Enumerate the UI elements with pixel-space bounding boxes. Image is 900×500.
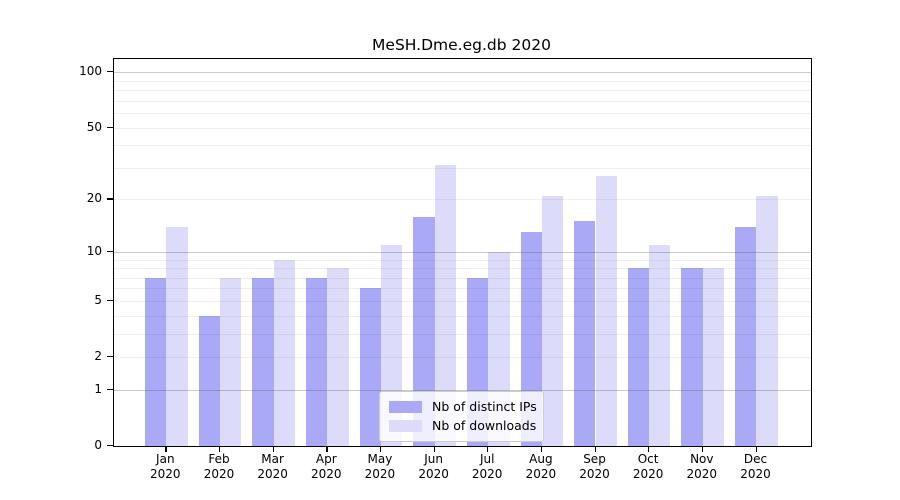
x-tick-mark-jul-2020 [487, 446, 489, 452]
minor-gridline-4 [114, 315, 811, 317]
bar-nb-of-distinct-ips-feb-2020 [198, 315, 220, 446]
legend-label-nb-of-distinct-ips: Nb of distinct IPs [432, 399, 537, 414]
minor-gridline-9 [114, 259, 811, 261]
y-tick-label-50: 50 [86, 119, 102, 134]
bar-nb-of-distinct-ips-apr-2020 [305, 277, 328, 446]
bar-nb-of-distinct-ips-nov-2020 [681, 268, 703, 446]
y-tick-mark-5 [107, 299, 113, 302]
legend: Nb of distinct IPs Nb of downloads [379, 391, 544, 442]
bar-nb-of-downloads-sep-2020 [595, 176, 617, 446]
minor-gridline-20 [114, 199, 811, 201]
bar-nb-of-downloads-oct-2020 [649, 244, 671, 446]
minor-gridline-3 [114, 333, 811, 335]
x-tick-mark-sep-2020 [594, 446, 596, 452]
major-gridline-100 [114, 72, 811, 74]
y-tick-mark-1 [107, 388, 113, 391]
x-tick-label-jul-2020: Jul 2020 [471, 452, 503, 481]
x-tick-mark-jan-2020 [165, 446, 167, 452]
minor-gridline-70 [114, 100, 811, 102]
legend-swatch-nb-of-distinct-ips [389, 400, 422, 413]
legend-label-nb-of-downloads: Nb of downloads [432, 418, 537, 433]
x-tick-label-jun-2020: Jun 2020 [418, 452, 449, 481]
x-tick-label-mar-2020: Mar 2020 [257, 452, 288, 481]
x-tick-mark-apr-2020 [326, 446, 328, 452]
x-tick-mark-oct-2020 [648, 446, 650, 452]
x-tick-label-sep-2020: Sep 2020 [579, 452, 610, 481]
bar-nb-of-downloads-mar-2020 [273, 259, 295, 446]
x-tick-label-apr-2020: Apr 2020 [311, 452, 342, 481]
x-tick-label-jan-2020: Jan 2020 [150, 452, 181, 481]
x-tick-label-nov-2020: Nov 2020 [686, 452, 718, 481]
minor-gridline-50 [114, 127, 811, 129]
y-tick-mark-100 [107, 71, 113, 73]
minor-gridline-2 [114, 357, 811, 358]
x-tick-mark-feb-2020 [219, 446, 221, 452]
y-tick-mark-20 [107, 198, 113, 200]
bar-nb-of-distinct-ips-mar-2020 [252, 277, 274, 446]
y-tick-label-20: 20 [86, 191, 102, 206]
bar-nb-of-downloads-nov-2020 [702, 268, 725, 446]
minor-gridline-7 [114, 277, 811, 279]
major-gridline-1 [114, 389, 811, 391]
y-tick-label-0: 0 [94, 438, 102, 452]
y-tick-label-10: 10 [86, 243, 102, 258]
bar-nb-of-distinct-ips-jun-2020 [413, 216, 435, 446]
bar-nb-of-distinct-ips-jan-2020 [144, 277, 167, 446]
minor-gridline-60 [114, 113, 811, 114]
bar-nb-of-downloads-jun-2020 [434, 165, 456, 446]
bar-nb-of-downloads-apr-2020 [327, 268, 349, 446]
x-tick-label-may-2020: May 2020 [364, 452, 396, 481]
minor-gridline-90 [114, 80, 811, 82]
y-tick-label-1: 1 [94, 381, 102, 396]
y-tick-label-100: 100 [79, 64, 102, 79]
minor-gridline-8 [114, 268, 811, 269]
bar-nb-of-distinct-ips-oct-2020 [627, 268, 650, 446]
bar-nb-of-downloads-dec-2020 [756, 195, 778, 446]
legend-row-nb-of-distinct-ips: Nb of distinct IPs [389, 397, 543, 416]
x-tick-label-aug-2020: Aug 2020 [525, 452, 557, 481]
minor-gridline-5 [114, 300, 811, 302]
legend-row-nb-of-downloads: Nb of downloads [389, 416, 543, 435]
y-tick-mark-50 [107, 126, 113, 128]
y-tick-mark-10 [107, 250, 113, 253]
y-tick-mark-2 [107, 356, 113, 358]
x-tick-label-dec-2020: Dec 2020 [740, 452, 771, 481]
x-tick-mark-mar-2020 [272, 446, 274, 452]
bar-nb-of-distinct-ips-sep-2020 [574, 221, 596, 446]
x-tick-mark-jun-2020 [433, 446, 435, 452]
x-tick-label-feb-2020: Feb 2020 [203, 452, 235, 481]
x-tick-mark-may-2020 [379, 446, 382, 452]
x-tick-label-oct-2020: Oct 2020 [632, 452, 664, 481]
bar-nb-of-distinct-ips-dec-2020 [735, 226, 757, 446]
bar-nb-of-downloads-jan-2020 [166, 226, 188, 446]
major-gridline-10 [114, 251, 811, 253]
plot-area [113, 58, 812, 447]
minor-gridline-30 [114, 167, 811, 169]
y-tick-mark-0 [107, 445, 113, 447]
x-tick-mark-dec-2020 [755, 446, 757, 452]
chart-title: MeSH.Dme.eg.db 2020 [372, 36, 551, 54]
bar-nb-of-distinct-ips-may-2020 [359, 288, 381, 446]
minor-gridline-6 [114, 288, 811, 290]
minor-gridline-40 [114, 145, 811, 147]
bar-nb-of-downloads-aug-2020 [541, 195, 564, 446]
x-tick-mark-aug-2020 [540, 446, 543, 452]
x-tick-mark-nov-2020 [701, 446, 704, 452]
legend-swatch-nb-of-downloads [389, 419, 422, 432]
y-tick-label-5: 5 [94, 292, 102, 307]
bar-nb-of-downloads-feb-2020 [219, 277, 242, 446]
minor-gridline-80 [114, 90, 811, 91]
y-tick-label-2: 2 [94, 349, 102, 363]
